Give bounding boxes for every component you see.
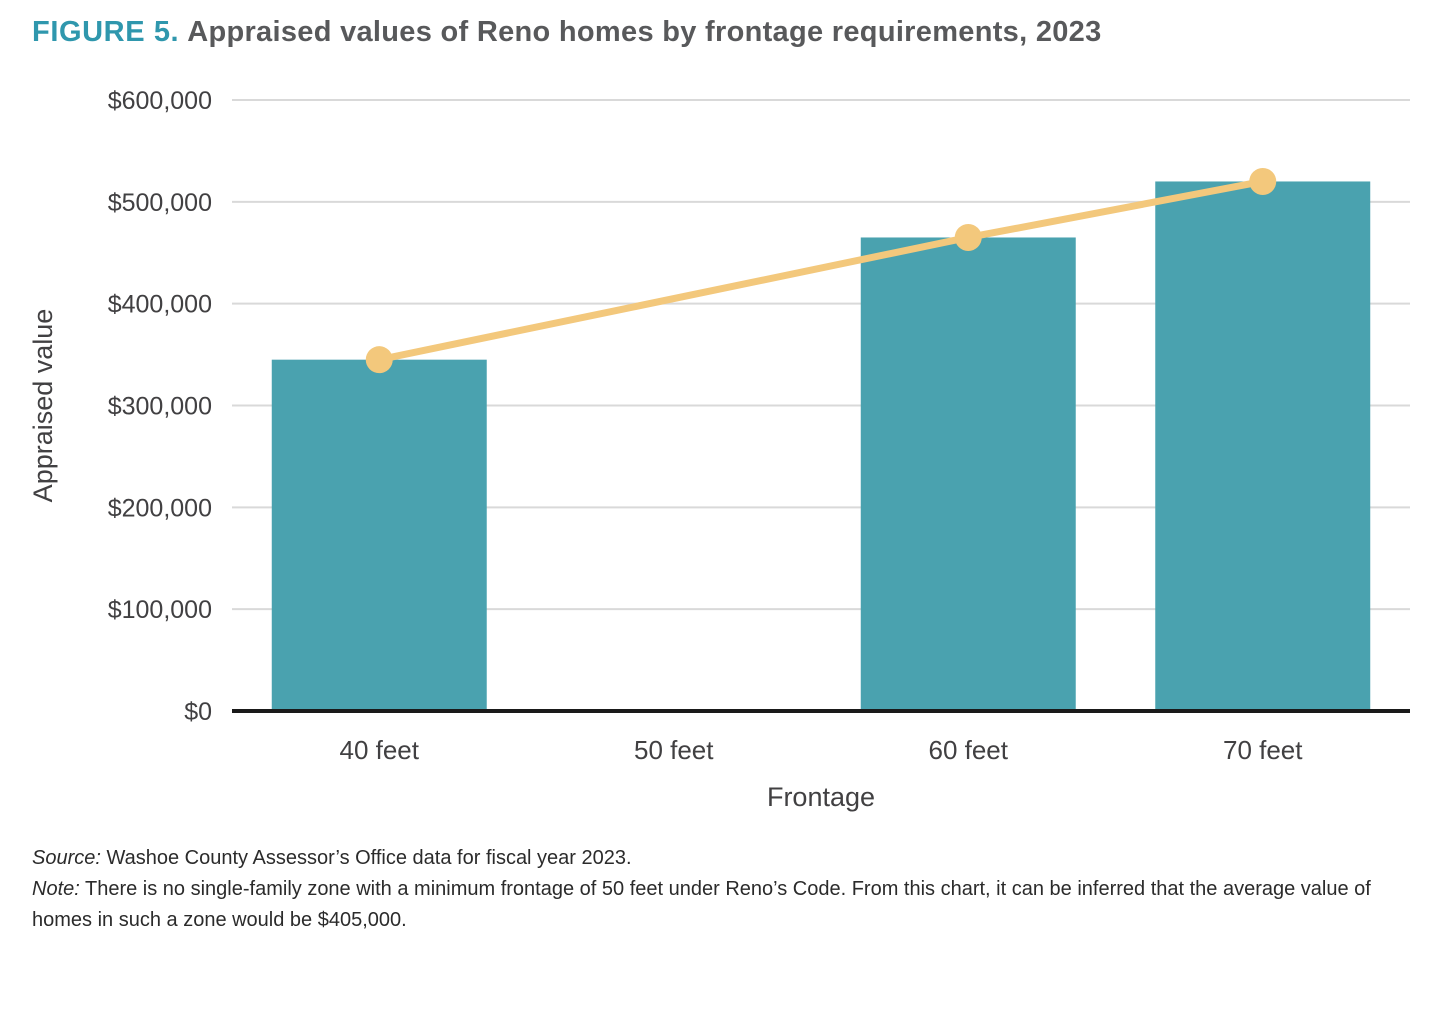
figure-title: FIGURE 5. Appraised values of Reno homes … bbox=[32, 16, 1102, 49]
x-tick-label: 60 feet bbox=[928, 735, 1008, 765]
note-label: Note: bbox=[32, 878, 80, 900]
y-tick-label: $300,000 bbox=[108, 393, 212, 421]
y-tick-label: $0 bbox=[184, 698, 212, 726]
bar-60-feet bbox=[860, 237, 1076, 711]
y-tick-label: $100,000 bbox=[108, 596, 212, 624]
bar-line-chart: $0 $100,000 $200,000 $300,000 $400,000 $500,0… bbox=[28, 87, 1410, 812]
figure-title-text: Appraised values of Reno homes by fronta… bbox=[187, 16, 1102, 48]
trend-point bbox=[954, 223, 982, 251]
bar-40-feet bbox=[271, 359, 487, 711]
figure-number-label: FIGURE 5. bbox=[32, 16, 180, 48]
note-text: There is no single-family zone with a mi… bbox=[32, 878, 1377, 931]
y-tick-label: $600,000 bbox=[108, 87, 212, 115]
x-axis-title: Frontage bbox=[767, 782, 875, 812]
trend-point bbox=[1249, 167, 1277, 195]
x-tick-label: 40 feet bbox=[339, 735, 419, 765]
y-tick-label: $500,000 bbox=[108, 189, 212, 217]
source-text: Washoe County Assessor’s Office data for… bbox=[100, 847, 632, 869]
chart-note: Note: There is no single-family zone wit… bbox=[32, 874, 1410, 936]
figure-footer: Source: Washoe County Assessor’s Office … bbox=[32, 843, 1410, 936]
trend-line bbox=[375, 177, 1267, 364]
source-note: Source: Washoe County Assessor’s Office … bbox=[32, 843, 1410, 874]
x-tick-label: 70 feet bbox=[1223, 735, 1303, 765]
trend-point bbox=[365, 346, 393, 374]
bar-70-feet bbox=[1155, 181, 1371, 711]
y-axis-title: Appraised value bbox=[28, 309, 58, 503]
x-tick-label: 50 feet bbox=[634, 735, 714, 765]
y-tick-label: $200,000 bbox=[108, 494, 212, 522]
y-tick-label: $400,000 bbox=[108, 291, 212, 319]
source-label: Source: bbox=[32, 847, 101, 869]
